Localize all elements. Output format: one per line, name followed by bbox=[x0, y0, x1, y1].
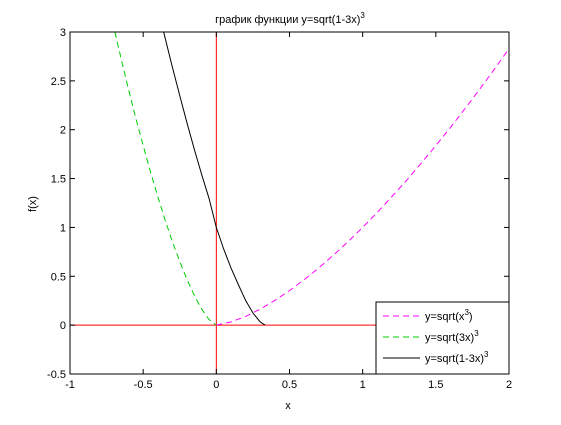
legend-box bbox=[375, 301, 510, 375]
y-axis-ticks: -0.5 0 0.5 1 1.5 2 2.5 3 bbox=[47, 27, 509, 381]
x-tick-label: -0.5 bbox=[134, 379, 153, 391]
y-tick-label: -0.5 bbox=[47, 369, 66, 381]
x-tick-label: 0.5 bbox=[282, 379, 297, 391]
series-line-1 bbox=[216, 48, 509, 326]
x-tick-label: 1 bbox=[360, 379, 366, 391]
x-axis-label: x bbox=[285, 400, 291, 412]
legend-label-1: y=sqrt(x3) bbox=[425, 308, 473, 323]
legend-label-3: y=sqrt(1-3x)3 bbox=[425, 350, 489, 365]
chart-title-superscript: 3 bbox=[360, 11, 365, 20]
x-tick-label: 1.5 bbox=[428, 379, 443, 391]
y-tick-label: 0 bbox=[60, 320, 66, 332]
series-layer bbox=[114, 32, 509, 326]
x-tick-label: 0 bbox=[213, 379, 219, 391]
y-tick-label: 2.5 bbox=[51, 76, 66, 88]
y-axis-label: f(x) bbox=[27, 196, 39, 212]
x-tick-label: 2 bbox=[506, 379, 512, 391]
y-tick-label: 3 bbox=[60, 27, 66, 39]
y-tick-label: 1.5 bbox=[51, 174, 66, 186]
legend-label-2: y=sqrt(3x)3 bbox=[425, 329, 479, 344]
y-tick-label: 1 bbox=[60, 222, 66, 234]
y-tick-label: 2 bbox=[60, 125, 66, 137]
legend: y=sqrt(x3) y=sqrt(3x)3 y=sqrt(1-3x)3 bbox=[375, 301, 510, 375]
x-tick-label: -1 bbox=[65, 379, 75, 391]
series-line-3 bbox=[163, 32, 266, 326]
chart-title: график функции y=sqrt(1-3x)3 bbox=[215, 11, 365, 26]
series-line-2 bbox=[114, 32, 217, 326]
y-tick-label: 0.5 bbox=[51, 271, 66, 283]
